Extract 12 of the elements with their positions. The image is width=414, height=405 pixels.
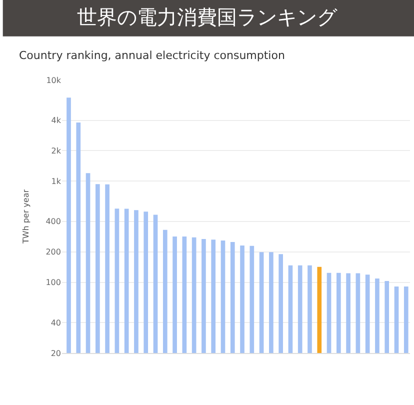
y-tick-label: 1k xyxy=(51,176,62,186)
y-tick-label: 40 xyxy=(50,318,61,328)
y-tick-label: 100 xyxy=(46,278,61,288)
y-tick-label: 400 xyxy=(46,217,61,226)
y-tick-label: 2k xyxy=(51,146,62,156)
chart-subtitle: Country ranking, annual electricity consumption xyxy=(19,49,285,62)
y-tick-label: 20 xyxy=(50,348,61,358)
chart-title: 世界の電力消費国ランキング xyxy=(77,5,338,30)
y-tick-label: 4k xyxy=(51,116,62,126)
y-tick-label: 200 xyxy=(46,248,61,257)
y-axis-title: TWh per year xyxy=(21,188,30,245)
y-tick-label: 10k xyxy=(46,76,62,85)
